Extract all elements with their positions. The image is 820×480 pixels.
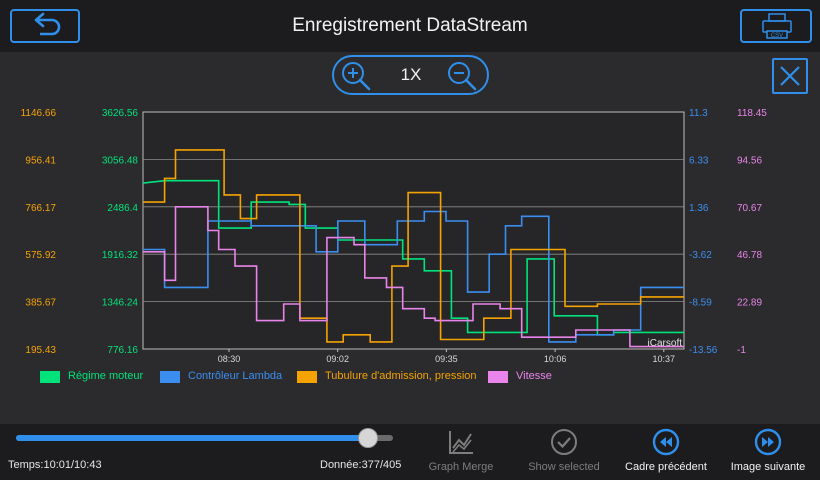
- axis-tick-label: 195.43: [25, 345, 56, 356]
- bottom-bar: [0, 424, 820, 480]
- zoom-level: 1X: [400, 65, 422, 84]
- next-frame-label: Image suivante: [730, 461, 806, 473]
- legend-label: Vitesse: [516, 370, 552, 382]
- axis-tick-label: 6.33: [689, 155, 709, 166]
- graph-merge-label: Graph Merge: [428, 461, 494, 473]
- axis-tick-label: -1: [737, 345, 746, 356]
- axis-tick-label: 575.92: [25, 250, 56, 261]
- slider-fill: [16, 435, 369, 441]
- x-tick-label: 08:30: [218, 354, 241, 364]
- series-line-4: [143, 206, 684, 348]
- legend-label: Régime moteur: [68, 370, 144, 382]
- axis-tick-label: 22.89: [737, 298, 762, 309]
- axis-tick-label: 766.17: [25, 203, 56, 214]
- previous-frame-button[interactable]: Cadre précédent: [620, 428, 712, 476]
- axis-tick-label: 2486.4: [107, 203, 138, 214]
- axis-tick-label: 94.56: [737, 155, 762, 166]
- axis-tick-label: 70.67: [737, 203, 762, 214]
- graph-merge-button[interactable]: Graph Merge: [422, 428, 500, 476]
- printer-csv-icon: CSV: [762, 13, 792, 39]
- legend-swatch: [40, 371, 60, 383]
- zoom-in-icon[interactable]: [340, 60, 372, 92]
- plot-area: [142, 111, 685, 350]
- axis-tick-label: 1.36: [689, 203, 709, 214]
- axis-tick-label: 776.16: [107, 345, 138, 356]
- legend-swatch: [488, 371, 508, 383]
- series-line-3: [143, 149, 684, 343]
- series-line-1: [142, 179, 684, 336]
- axis-tick-label: 3626.56: [102, 108, 139, 119]
- close-icon: [780, 66, 800, 86]
- axis-tick-label: -13.56: [689, 345, 718, 356]
- previous-frame-label: Cadre précédent: [625, 461, 707, 473]
- close-button[interactable]: [772, 58, 808, 94]
- axis-tick-label: -8.59: [689, 298, 712, 309]
- axis-tick-label: -3.62: [689, 250, 712, 261]
- rewind-icon: [652, 428, 680, 456]
- axis-tick-label: 1916.32: [102, 250, 139, 261]
- graph-merge-icon: [449, 431, 473, 454]
- time-readout: Temps:10:01/10:43: [8, 459, 102, 471]
- x-tick-label: 10:06: [544, 354, 567, 364]
- x-tick-label: 10:37: [653, 354, 676, 364]
- show-selected-button[interactable]: Show selected: [522, 428, 606, 476]
- back-arrow-icon: [34, 12, 61, 36]
- axis-tick-label: 1146.66: [21, 108, 57, 119]
- axis-tick-label: 956.41: [25, 155, 56, 166]
- legend-label: Contrôleur Lambda: [188, 370, 283, 382]
- zoom-control: 1X: [332, 55, 489, 95]
- zoom-out-icon[interactable]: [446, 60, 478, 92]
- axis-tick-label: 46.78: [737, 250, 762, 261]
- legend-swatch: [297, 371, 317, 383]
- axis-tick-label: 385.67: [25, 298, 56, 309]
- axis-tick-label: 118.45: [737, 108, 767, 119]
- legend-label: Tubulure d'admission, pression: [325, 370, 477, 382]
- page-title: Enregistrement DataStream: [292, 15, 528, 36]
- fast-forward-icon: [754, 428, 782, 456]
- axis-tick-label: 3056.48: [102, 155, 139, 166]
- timeline-slider[interactable]: [16, 428, 393, 448]
- show-selected-label: Show selected: [528, 461, 600, 473]
- axis-tick-label: 1346.24: [102, 298, 139, 309]
- datastream-chart: 776.16 1346.24 1916.32 2486.4 3056.48 3626.56…: [21, 108, 768, 364]
- next-frame-button[interactable]: Image suivante: [724, 428, 812, 476]
- back-button[interactable]: [10, 9, 80, 43]
- slider-handle[interactable]: [358, 428, 379, 448]
- export-csv-button[interactable]: CSV: [740, 9, 812, 43]
- data-count: Donnée:377/405: [320, 459, 402, 471]
- watermark: iCarsoft: [648, 338, 683, 349]
- csv-icon-label: CSV: [771, 33, 783, 39]
- top-bar: [0, 0, 820, 52]
- x-tick-label: 09:02: [326, 354, 349, 364]
- axis-tick-label: 11.3: [689, 108, 708, 119]
- x-tick-label: 09:35: [435, 354, 458, 364]
- checkmark-circle-icon: [551, 429, 577, 455]
- legend-swatch: [160, 371, 180, 383]
